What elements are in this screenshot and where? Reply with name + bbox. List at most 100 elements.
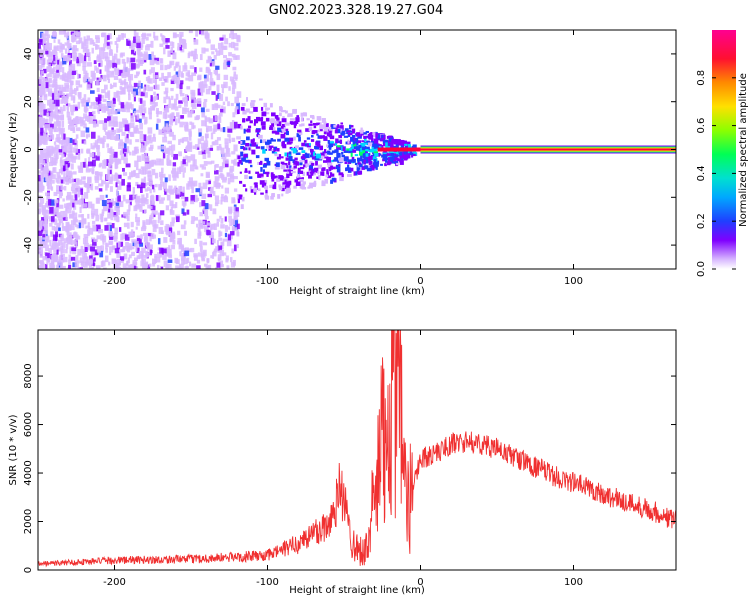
heatmap-cell [49,149,53,156]
heatmap-cell [366,146,370,151]
heatmap-cell [93,60,97,65]
heatmap-cell [54,157,58,164]
heatmap-cell [133,205,138,212]
heatmap-cell [194,67,197,74]
heatmap-cell [129,151,132,156]
heatmap-cell [352,158,356,163]
heatmap-cell [308,175,312,179]
heatmap-cell [65,164,68,170]
heatmap-cell [41,49,45,55]
heatmap-cell [87,77,91,83]
heatmap-cell [97,135,101,141]
heatmap-cell [279,186,285,189]
heatmap-cell [245,159,250,163]
heatmap-cell [220,224,225,229]
heatmap-cell [142,220,146,227]
heatmap-cell [195,188,201,193]
heatmap-cell [81,219,87,224]
heatmap-cell [312,156,315,160]
heatmap-cell [103,74,107,79]
heatmap-cell [244,168,248,172]
heatmap-cell [100,74,103,80]
heatmap-cell [216,73,221,81]
heatmap-cell [382,137,386,141]
heatmap-cell [72,171,77,175]
heatmap-cell [111,245,116,250]
heatmap-cell [147,84,150,92]
heatmap-cell [269,184,273,188]
heatmap-cell [231,159,235,164]
heatmap-cell [93,238,98,243]
heatmap-cell [344,161,348,165]
heatmap-cell [229,165,235,172]
heatmap-cell [208,125,213,132]
heatmap-cell [57,247,61,252]
heatmap-cell [331,159,334,163]
heatmap-cell [94,65,97,71]
heatmap-cell [211,91,216,95]
heatmap-cell [97,106,100,113]
heatmap-cell [167,64,171,70]
heatmap-cell [102,98,107,103]
heatmap-cell [165,96,171,100]
heatmap-cell [180,80,184,85]
heatmap-cell [323,136,328,141]
heatmap-cell [71,156,76,163]
heatmap-cell [76,31,81,37]
heatmap-cell [233,158,237,165]
heatmap-cell [164,76,169,83]
heatmap-cell [255,146,261,149]
heatmap-cell [155,123,159,130]
heatmap-cell [70,186,76,192]
heatmap-cell [106,159,109,166]
heatmap-cell [308,148,312,151]
heatmap-cell [131,40,137,48]
heatmap-cell [115,263,120,269]
heatmap-cell [98,77,102,82]
heatmap-cell [87,97,91,104]
heatmap-cell [308,126,313,131]
heatmap-cell [228,139,231,144]
heatmap-cell [243,128,246,134]
heatmap-cell [190,92,196,100]
heatmap-cell [389,160,392,165]
heatmap-cell [95,120,99,127]
heatmap-cell [53,127,57,132]
heatmap-cell [189,164,195,172]
heatmap-cell [238,194,243,200]
heatmap-cell [261,116,264,120]
heatmap-cell [122,197,126,202]
heatmap-cell [197,138,202,145]
heatmap-cell [231,151,236,155]
heatmap-cell [349,148,353,152]
heatmap-cell [255,129,261,133]
heatmap-cell [240,106,245,111]
heatmap-cell [59,191,63,196]
heatmap-cell [388,135,393,138]
heatmap-cell [71,247,77,252]
heatmap-cell [387,142,393,146]
heatmap-cell [360,143,366,147]
heatmap-cell [302,171,305,176]
top-y-axis-label: Frequency (Hz) [8,112,19,188]
heatmap-cell [242,184,246,187]
heatmap-cell [72,205,77,210]
heatmap-cell [270,138,274,141]
heatmap-cell [202,242,208,246]
heatmap-cell [86,186,90,193]
heatmap-cell [351,144,357,149]
heatmap-cell [121,232,127,239]
heatmap-cell [144,155,150,163]
heatmap-cell [216,221,220,227]
heatmap-cell [50,231,53,236]
heatmap-cell [234,108,238,113]
heatmap-cell [40,238,44,243]
heatmap-cell [253,190,258,193]
heatmap-cell [388,136,393,142]
heatmap-cell [126,86,132,92]
heatmap-cell [178,65,181,73]
heatmap-cell [191,186,194,194]
heatmap-cell [168,267,173,269]
heatmap-cell [150,233,155,240]
heatmap-cell [101,95,105,99]
